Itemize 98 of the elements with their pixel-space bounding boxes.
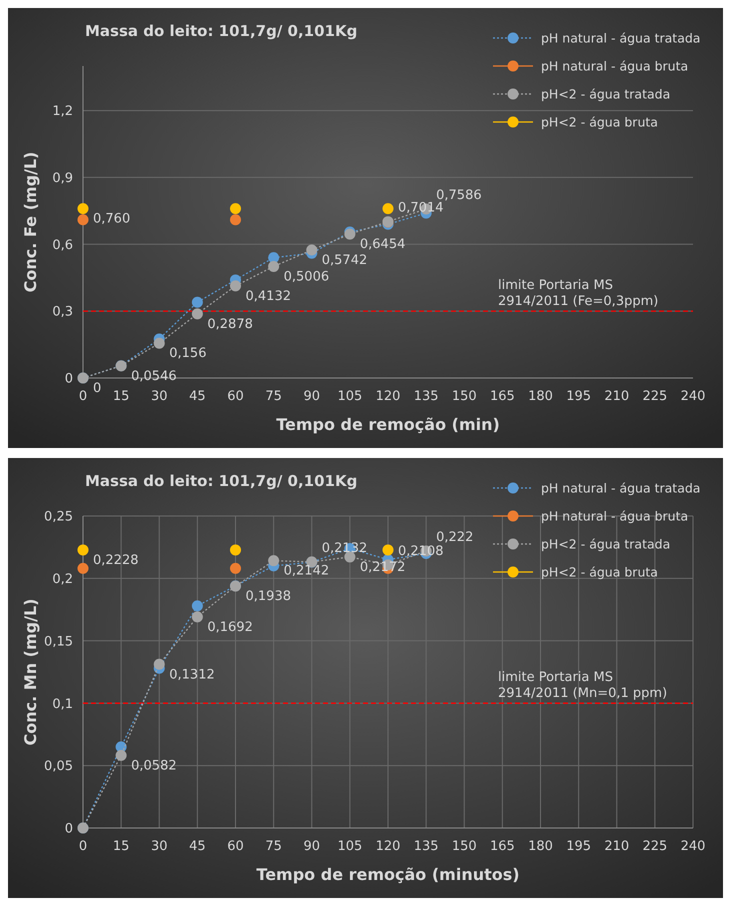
x-tick-label: 195 <box>566 389 592 404</box>
data-label: 0,5006 <box>284 269 330 284</box>
data-label: 0,4132 <box>246 288 291 304</box>
point <box>230 214 241 226</box>
x-tick-label: 165 <box>490 839 515 854</box>
y-tick-label: 0 <box>64 372 73 387</box>
data-label: 0,1312 <box>169 667 215 682</box>
x-tick-label: 75 <box>265 839 282 854</box>
chart-title: Massa do leito: 101,7g/ 0,101Kg <box>85 22 358 40</box>
legend-label: pH<2 - água tratada <box>541 86 670 102</box>
x-tick-label: 240 <box>680 839 706 854</box>
legend-label: pH<2 - água bruta <box>541 564 658 580</box>
point <box>306 244 318 256</box>
x-tick-label: 105 <box>337 389 362 404</box>
x-tick-label: 75 <box>265 389 282 404</box>
data-label: 0,156 <box>169 346 206 362</box>
ref-line-label: limite Portaria MS 2914/2011 (Mn=0,1 ppm) <box>498 670 668 702</box>
point <box>230 280 241 292</box>
x-axis-title: Tempo de remoção (minutos) <box>256 865 520 884</box>
y-tick-label: 0,9 <box>52 170 73 186</box>
point <box>78 544 88 556</box>
chart-title: Massa do leito: 101,7g/ 0,101Kg <box>85 472 358 490</box>
x-tick-label: 195 <box>566 839 592 854</box>
data-label: 0,0582 <box>131 758 177 774</box>
x-tick-label: 180 <box>528 389 553 404</box>
point <box>78 203 88 214</box>
x-tick-label: 210 <box>604 389 630 404</box>
data-label: 0,5742 <box>322 253 368 268</box>
x-tick-label: 15 <box>112 839 130 854</box>
point <box>78 214 88 226</box>
data-label: 0,2878 <box>207 316 253 332</box>
y-tick-label: 0,2 <box>52 572 73 587</box>
point <box>154 338 165 349</box>
x-tick-label: 165 <box>490 389 515 404</box>
y-tick-label: 0,15 <box>44 634 73 650</box>
data-label: 0,2228 <box>93 552 138 568</box>
point <box>192 296 203 308</box>
y-tick-label: 1,2 <box>52 104 73 120</box>
y-tick-label: 0,25 <box>44 510 73 525</box>
x-tick-label: 120 <box>376 839 400 854</box>
y-tick-label: 0,05 <box>44 759 73 774</box>
point <box>154 658 165 670</box>
point <box>192 600 203 612</box>
x-tick-label: 30 <box>150 389 168 404</box>
x-tick-label: 225 <box>642 389 668 404</box>
point <box>78 562 88 574</box>
data-label: 0,6454 <box>360 237 406 252</box>
x-tick-label: 30 <box>150 839 168 854</box>
y-tick-label: 0,1 <box>52 696 73 712</box>
point <box>268 260 280 272</box>
x-tick-label: 150 <box>452 389 477 404</box>
data-label: 0,760 <box>93 212 130 227</box>
x-tick-label: 120 <box>376 389 400 404</box>
x-axis-title: Tempo de remoção (min) <box>276 415 500 434</box>
point <box>116 750 127 761</box>
legend-label: pH natural - água tratada <box>541 30 700 46</box>
x-tick-label: 105 <box>337 839 362 854</box>
x-tick-label: 225 <box>642 839 668 854</box>
legend-label: pH natural - água tratada <box>541 480 700 496</box>
y-tick-label: 0 <box>64 822 73 837</box>
data-label: 0,2142 <box>284 564 330 579</box>
x-tick-label: 60 <box>227 839 244 854</box>
data-label: 0,1692 <box>207 620 253 635</box>
y-axis-title: Conc. Mn (mg/L) <box>21 598 40 746</box>
data-label: 0,0546 <box>131 368 177 384</box>
legend-label: pH<2 - água tratada <box>541 536 670 552</box>
point <box>230 544 241 556</box>
point <box>192 308 203 320</box>
x-tick-label: 90 <box>303 839 320 854</box>
x-tick-label: 0 <box>78 389 88 404</box>
y-tick-label: 0,6 <box>52 238 73 253</box>
ref-line-label: limite Portaria MS 2914/2011 (Fe=0,3ppm) <box>498 278 658 310</box>
legend-label: pH<2 - água bruta <box>541 114 658 130</box>
point <box>230 562 241 574</box>
y-tick-label: 0,3 <box>52 304 73 320</box>
data-label: 0,7586 <box>436 188 482 203</box>
x-tick-label: 210 <box>604 839 630 854</box>
legend-label: pH natural - água bruta <box>541 58 688 74</box>
data-label: 0,222 <box>436 530 474 545</box>
x-tick-label: 0 <box>78 839 88 854</box>
x-tick-label: 135 <box>414 839 439 854</box>
x-tick-label: 90 <box>303 389 320 404</box>
x-tick-label: 180 <box>528 839 553 854</box>
x-tick-label: 60 <box>227 389 244 404</box>
x-tick-label: 135 <box>414 389 439 404</box>
point <box>192 611 203 622</box>
x-tick-label: 45 <box>189 389 206 404</box>
point <box>268 555 280 566</box>
x-tick-label: 150 <box>452 839 477 854</box>
x-tick-label: 240 <box>680 389 706 404</box>
point <box>230 203 241 214</box>
y-axis-title: Conc. Fe (mg/L) <box>21 152 40 292</box>
x-tick-label: 45 <box>189 839 206 854</box>
point <box>382 544 394 556</box>
legend-label: pH natural - água bruta <box>541 508 688 524</box>
x-tick-label: 15 <box>112 389 130 404</box>
data-label: 0,1938 <box>246 589 291 604</box>
point <box>382 203 394 214</box>
